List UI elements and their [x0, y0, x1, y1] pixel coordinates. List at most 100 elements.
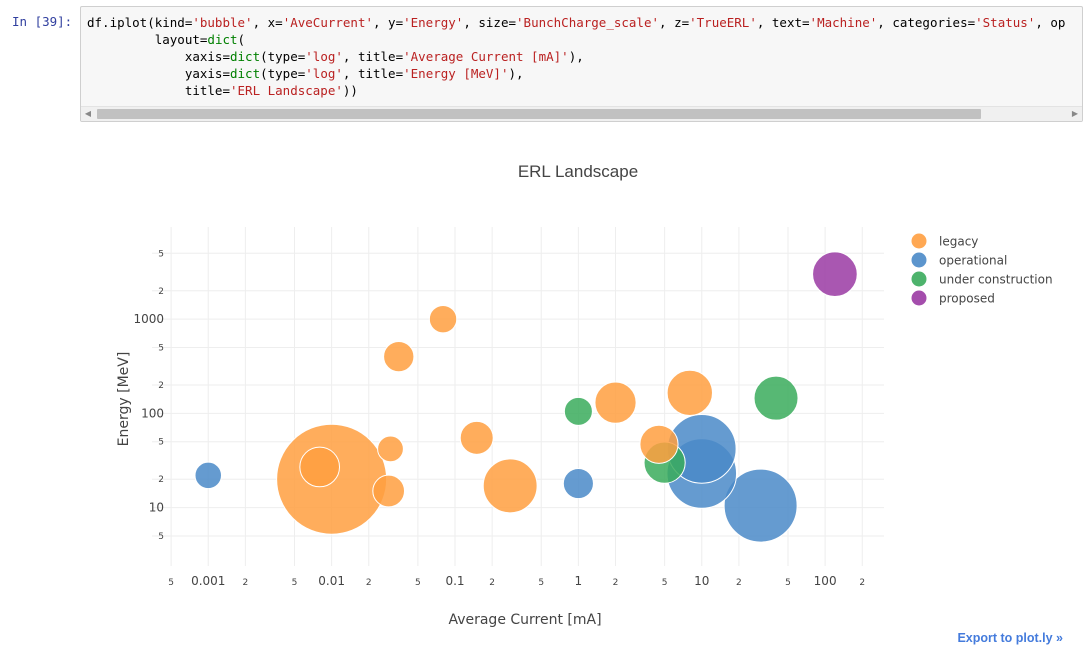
scroll-left-icon[interactable]: ◀: [84, 109, 92, 118]
bubble-legacy[interactable]: [383, 340, 415, 373]
x-tick-label: 2: [489, 578, 495, 588]
scrollbar-thumb[interactable]: [97, 109, 981, 119]
x-tick-label: 5: [662, 578, 668, 588]
x-tick-label: 2: [859, 578, 865, 588]
code-token: )): [342, 83, 358, 98]
x-tick-label: 100: [814, 574, 837, 588]
chart-title: ERL Landscape: [518, 162, 638, 181]
code-token: , size=: [463, 15, 517, 30]
bubble-proposed[interactable]: [812, 251, 858, 298]
code-line: layout=dict(: [87, 32, 245, 47]
x-tick-label: 5: [785, 578, 791, 588]
y-tick-label: 2: [158, 475, 164, 485]
code-line: title='ERL Landscape')): [87, 83, 358, 98]
code-token: ),: [508, 66, 524, 81]
x-axis-title: Average Current [mA]: [448, 612, 601, 628]
code-token: (: [237, 32, 246, 47]
chart-legend[interactable]: legacy operational under construction propo…: [911, 233, 1053, 306]
bubble-legacy[interactable]: [482, 458, 538, 514]
y-tick-label: 2: [158, 381, 164, 391]
code-token: yaxis=: [87, 66, 230, 81]
bubble-legacy[interactable]: [666, 369, 713, 417]
legend-label[interactable]: operational: [939, 254, 1007, 268]
bubble-legacy[interactable]: [372, 474, 406, 508]
x-tick-label: 5: [415, 578, 421, 588]
scroll-right-icon[interactable]: ▶: [1071, 109, 1079, 118]
chart-gridlines: [152, 227, 884, 566]
y-tick-label: 10: [149, 501, 164, 515]
x-tick-label: 1: [575, 574, 583, 588]
x-tick-label: 2: [736, 578, 742, 588]
bubble-under-construction[interactable]: [753, 375, 799, 421]
x-tick-label: 5: [538, 578, 544, 588]
code-token: ),: [568, 49, 584, 64]
x-tick-label: 0.1: [445, 574, 464, 588]
code-token: dict: [230, 66, 261, 81]
bubble-operational[interactable]: [562, 467, 594, 500]
y-axis-title: Energy [MeV]: [116, 352, 132, 447]
code-token: (type=: [260, 66, 306, 81]
code-token: , title=: [342, 66, 404, 81]
code-token: dict: [230, 49, 261, 64]
code-token: , title=: [342, 49, 404, 64]
y-tick-label: 2: [158, 287, 164, 297]
code-token: 'Machine': [809, 15, 878, 30]
x-tick-label: 2: [243, 578, 249, 588]
y-tick-label: 100: [141, 406, 164, 420]
code-token: 'log': [305, 66, 343, 81]
bubble-legacy[interactable]: [377, 435, 404, 463]
code-token: xaxis=: [87, 49, 230, 64]
horizontal-scrollbar[interactable]: ◀ ▶: [81, 106, 1082, 121]
code-cell[interactable]: df.iplot(kind='bubble', x='AveCurrent', …: [80, 6, 1083, 122]
bubble-layer[interactable]: [194, 251, 858, 543]
x-tick-label: 0.001: [191, 574, 225, 588]
legend-label[interactable]: proposed: [939, 292, 995, 306]
code-token: 'log': [305, 49, 343, 64]
legend-marker[interactable]: [911, 233, 927, 249]
code-token: 'Status': [975, 15, 1036, 30]
code-token: , op: [1035, 15, 1066, 30]
code-token: 'bubble': [192, 15, 253, 30]
code-token: (type=: [260, 49, 306, 64]
code-token: dict: [207, 32, 238, 47]
code-editor[interactable]: df.iplot(kind='bubble', x='AveCurrent', …: [87, 14, 1065, 99]
y-tick-label: 1000: [133, 312, 164, 326]
legend-marker[interactable]: [911, 252, 927, 268]
code-token: 'Average Current [mA]': [403, 49, 569, 64]
code-token: , x=: [252, 15, 283, 30]
code-line: df.iplot(kind='bubble', x='AveCurrent', …: [87, 15, 1065, 30]
bubble-legacy[interactable]: [299, 446, 341, 488]
code-token: 'Energy': [403, 15, 464, 30]
bubble-operational[interactable]: [723, 468, 798, 543]
cell-prompt: In [39]:: [12, 14, 73, 29]
x-tick-labels: 5 0.001 2 5 0.01 2 5 0.1 2 5 1 2 5 10 2 5 100 2: [168, 574, 865, 588]
x-tick-label: 0.01: [318, 574, 345, 588]
legend-label[interactable]: under construction: [939, 273, 1053, 287]
code-token: 'ERL Landscape': [230, 83, 343, 98]
legend-label[interactable]: legacy: [939, 235, 978, 249]
legend-marker[interactable]: [911, 290, 927, 306]
x-tick-label: 5: [292, 578, 298, 588]
bubble-legacy[interactable]: [428, 304, 458, 334]
code-token: 'TrueERL': [689, 15, 757, 30]
code-token: title=: [87, 83, 230, 98]
code-line: xaxis=dict(type='log', title='Average Cu…: [87, 49, 584, 64]
bubble-operational[interactable]: [194, 461, 222, 490]
bubble-under-construction[interactable]: [563, 396, 593, 426]
code-token: layout=: [87, 32, 208, 47]
bubble-legacy[interactable]: [639, 424, 679, 464]
code-token: , text=: [756, 15, 810, 30]
bubble-legacy[interactable]: [459, 420, 494, 455]
code-token: , z=: [659, 15, 690, 30]
code-token: df.iplot(kind=: [87, 15, 193, 30]
y-tick-label: 5: [158, 343, 164, 353]
code-token: 'AveCurrent': [282, 15, 373, 30]
legend-marker[interactable]: [911, 271, 927, 287]
x-tick-label: 2: [613, 578, 619, 588]
code-token: , y=: [373, 15, 404, 30]
x-tick-label: 2: [366, 578, 372, 588]
x-tick-label: 10: [694, 574, 709, 588]
bubble-legacy[interactable]: [594, 381, 637, 424]
export-to-plotly-link[interactable]: Export to plot.ly »: [957, 631, 1063, 645]
